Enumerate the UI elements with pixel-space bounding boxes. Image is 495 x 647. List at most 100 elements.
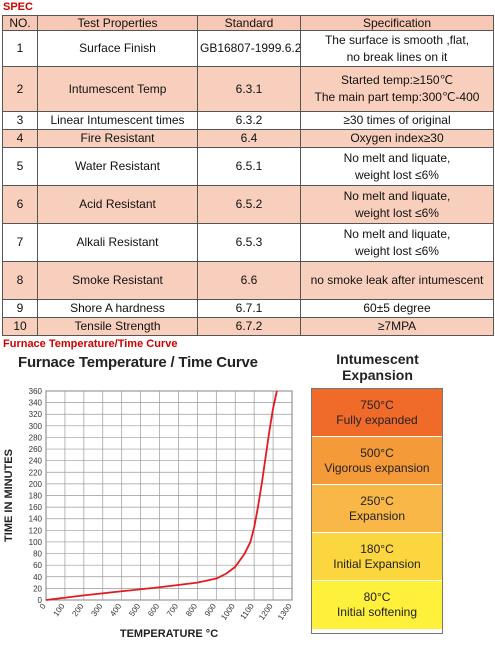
cell-standard: 6.5.3 bbox=[197, 223, 301, 262]
x-tick-label: 1000 bbox=[219, 602, 237, 622]
cell-no: 6 bbox=[2, 185, 38, 224]
y-tick-label: 80 bbox=[33, 550, 42, 559]
table-row: 10 Tensile Strength 6.7.2 ≥7MPA bbox=[2, 317, 494, 336]
spec-line: weight lost ≤6% bbox=[355, 167, 439, 182]
table-row: 4 Fire Resistant 6.4 Oxygen index≥30 bbox=[2, 129, 494, 148]
header-test-properties: Test Properties bbox=[37, 15, 198, 31]
legend-item-label: Initial softening bbox=[336, 605, 418, 619]
x-tick-label: 900 bbox=[203, 602, 218, 619]
cell-standard: 6.3.2 bbox=[197, 111, 301, 130]
legend-title-line-2: Expansion bbox=[342, 367, 413, 383]
cell-test-property: Intumescent Temp bbox=[37, 66, 198, 112]
cell-test-property: Acid Resistant bbox=[37, 185, 198, 224]
table-row: 5 Water Resistant 6.5.1 No melt and liquate… bbox=[2, 147, 494, 186]
cell-test-property: Shore A hardness bbox=[37, 299, 198, 318]
spec-line: No melt and liquate, bbox=[343, 188, 451, 203]
header-standard: Standard bbox=[197, 15, 301, 31]
legend-item-temp: 80°C bbox=[363, 590, 391, 604]
furnace-section-title: Furnace Temperature/Time Curve bbox=[3, 338, 178, 350]
x-tick-label: 1200 bbox=[257, 602, 275, 622]
cell-no: 4 bbox=[2, 129, 38, 148]
y-tick-label: 340 bbox=[29, 399, 43, 408]
legend-item-temp: 500°C bbox=[360, 445, 394, 460]
legend-item: 500°C Vigorous expansion bbox=[312, 437, 442, 485]
cell-specification: No melt and liquate, weight lost ≤6% bbox=[300, 223, 494, 262]
spec-line: The main part temp:300℃-400 bbox=[314, 90, 480, 104]
legend-title-line-1: Intumescent bbox=[336, 351, 419, 367]
cell-specification: No melt and liquate, weight lost ≤6% bbox=[300, 185, 494, 224]
cell-no: 3 bbox=[2, 111, 38, 130]
y-tick-label: 180 bbox=[29, 492, 43, 501]
x-tick-label: 1100 bbox=[239, 602, 257, 622]
legend-item-label: Fully expanded bbox=[336, 412, 418, 427]
x-tick-label: 100 bbox=[52, 602, 67, 619]
y-tick-label: 360 bbox=[29, 387, 43, 396]
cell-no: 7 bbox=[2, 223, 38, 262]
spec-line: ≥30 times of original bbox=[343, 113, 451, 127]
legend-item: 80°C Initial softening bbox=[312, 581, 442, 629]
x-axis-label: TEMPERATURE °C bbox=[120, 628, 218, 640]
cell-no: 2 bbox=[2, 66, 38, 112]
table-row: 2 Intumescent Temp 6.3.1 Started temp:≥150℃… bbox=[2, 66, 494, 112]
cell-specification: The surface is smooth ,flat, no break lin… bbox=[300, 30, 494, 67]
cell-standard: 6.6 bbox=[197, 261, 301, 300]
cell-no: 1 bbox=[2, 30, 38, 67]
cell-test-property: Water Resistant bbox=[37, 147, 198, 186]
y-tick-label: 260 bbox=[29, 445, 43, 454]
spec-line: No melt and liquate, bbox=[343, 226, 451, 241]
cell-test-property: Tensile Strength bbox=[37, 317, 198, 336]
y-tick-label: 40 bbox=[33, 573, 42, 582]
spec-line: weight lost ≤6% bbox=[355, 205, 439, 220]
cell-specification: Oxygen index≥30 bbox=[300, 129, 494, 148]
x-tick-label: 700 bbox=[165, 602, 180, 619]
spec-line: weight lost ≤6% bbox=[355, 243, 439, 258]
spec-line: Oxygen index≥30 bbox=[350, 131, 444, 145]
cell-standard: 6.7.1 bbox=[197, 299, 301, 318]
y-axis-label: TIME IN MINUTES bbox=[3, 449, 15, 542]
x-tick-label: 400 bbox=[108, 602, 123, 619]
cell-no: 10 bbox=[2, 317, 38, 336]
spec-line: Started temp:≥150℃ bbox=[340, 73, 454, 87]
y-tick-label: 60 bbox=[33, 561, 42, 570]
cell-specification: no smoke leak after intumescent bbox=[300, 261, 494, 300]
x-tick-label: 600 bbox=[146, 602, 161, 619]
y-tick-label: 120 bbox=[29, 526, 43, 535]
legend-item: 750°C Fully expanded bbox=[312, 389, 442, 437]
x-tick-label: 0 bbox=[38, 602, 48, 611]
cell-standard: 6.5.2 bbox=[197, 185, 301, 224]
y-tick-label: 200 bbox=[29, 480, 43, 489]
y-tick-label: 0 bbox=[38, 596, 43, 605]
y-tick-label: 220 bbox=[29, 468, 43, 477]
x-tick-label: 300 bbox=[89, 602, 104, 619]
cell-no: 8 bbox=[2, 261, 38, 300]
y-tick-label: 160 bbox=[29, 503, 43, 512]
cell-specification: Started temp:≥150℃ The main part temp:300… bbox=[300, 66, 494, 112]
y-tick-label: 320 bbox=[29, 410, 43, 419]
cell-standard: 6.7.2 bbox=[197, 317, 301, 336]
table-row: 3 Linear Intumescent times 6.3.2 ≥30 times … bbox=[2, 111, 494, 130]
spec-line: The surface is smooth ,flat, bbox=[324, 32, 470, 47]
legend-item: 180°C Initial Expansion bbox=[312, 533, 442, 581]
expansion-legend: 750°C Fully expanded 500°C Vigorous expansi… bbox=[311, 388, 443, 634]
cell-test-property: Smoke Resistant bbox=[37, 261, 198, 300]
cell-test-property: Alkali Resistant bbox=[37, 223, 198, 262]
cell-specification: ≥30 times of original bbox=[300, 111, 494, 130]
x-tick-label: 200 bbox=[70, 602, 85, 619]
cell-standard: 6.3.1 bbox=[197, 66, 301, 112]
spec-title: SPEC bbox=[3, 1, 33, 13]
table-row: 1 Surface Finish GB16807-1999.6.2 The surfa… bbox=[2, 30, 494, 67]
spec-line: no break lines on it bbox=[346, 49, 448, 64]
x-tick-label: 800 bbox=[184, 602, 199, 619]
cell-specification: ≥7MPA bbox=[300, 317, 494, 336]
legend-item-temp: 180°C bbox=[360, 541, 394, 556]
spec-table-body: 1 Surface Finish GB16807-1999.6.2 The surfa… bbox=[2, 30, 494, 336]
legend-item-temp: 750°C bbox=[360, 397, 394, 412]
cell-standard: 6.5.1 bbox=[197, 147, 301, 186]
spec-line: ≥7MPA bbox=[377, 319, 417, 333]
cell-specification: No melt and liquate, weight lost ≤6% bbox=[300, 147, 494, 186]
furnace-chart: 0 20 40 60 80 100 120 140 160 180 200 220 240 260 280 3… bbox=[3, 387, 294, 640]
header-specification: Specification bbox=[300, 15, 494, 31]
legend-item-label: Expansion bbox=[348, 508, 406, 523]
spec-line: 60±5 degree bbox=[363, 301, 431, 315]
y-tick-label: 280 bbox=[29, 433, 43, 442]
